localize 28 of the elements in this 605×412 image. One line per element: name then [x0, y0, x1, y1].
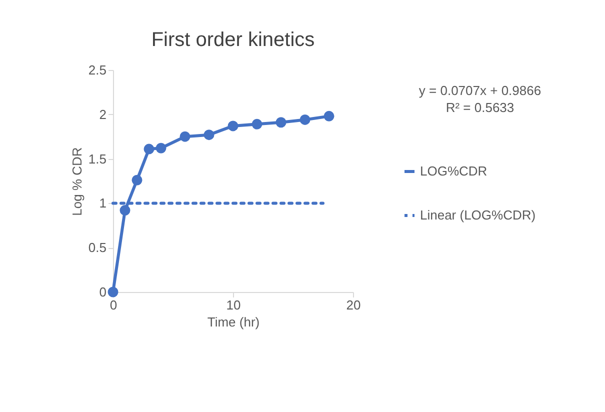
point	[180, 131, 190, 142]
point	[276, 117, 286, 128]
legend-label: LOG%CDR	[420, 164, 488, 178]
y-tick-label: 0.5	[88, 240, 106, 256]
x-axis-title: Time (hr)	[207, 314, 260, 330]
chart-title: First order kinetics	[151, 29, 315, 51]
text: R² = 0.5633	[444, 99, 516, 116]
point	[252, 118, 262, 130]
point	[204, 130, 214, 140]
y-tick-label: 2.5	[88, 62, 106, 78]
point	[120, 205, 130, 216]
point	[108, 286, 118, 298]
point	[156, 142, 166, 154]
point	[324, 110, 334, 122]
point	[144, 144, 154, 154]
y-tick-label: 0	[99, 284, 106, 300]
point	[228, 120, 238, 132]
y-axis-title: Log % CDR	[69, 147, 84, 216]
y-tick-label: 2	[99, 106, 106, 122]
point	[132, 174, 142, 186]
x-tick-label: 10	[226, 298, 241, 312]
text: y = 0.0707x + 0.9866	[418, 82, 542, 99]
y-tick-label: 1	[99, 196, 106, 211]
x-tick-label: 0	[110, 298, 118, 312]
x-tick-label: 20	[346, 298, 361, 312]
point	[300, 114, 310, 125]
y-tick-label: 1.5	[88, 151, 106, 166]
legend-label: Linear (LOG%CDR)	[420, 208, 536, 222]
